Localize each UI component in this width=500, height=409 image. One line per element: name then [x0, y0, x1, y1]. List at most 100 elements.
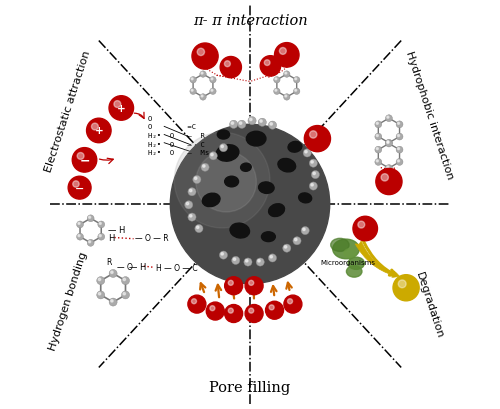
Circle shape	[196, 152, 256, 212]
Circle shape	[78, 223, 80, 225]
Circle shape	[376, 135, 378, 137]
Circle shape	[233, 258, 235, 261]
Circle shape	[114, 101, 121, 108]
Circle shape	[220, 57, 242, 79]
Circle shape	[248, 117, 256, 126]
Circle shape	[260, 121, 262, 123]
Circle shape	[284, 72, 290, 78]
Circle shape	[109, 270, 117, 278]
Circle shape	[270, 124, 272, 126]
Circle shape	[282, 245, 291, 253]
Ellipse shape	[288, 142, 302, 153]
Ellipse shape	[330, 239, 349, 252]
Circle shape	[311, 161, 314, 164]
Circle shape	[86, 119, 111, 144]
Circle shape	[122, 277, 130, 285]
Circle shape	[248, 281, 254, 285]
Circle shape	[274, 89, 280, 95]
Circle shape	[186, 203, 188, 205]
Text: Hydrogen bonding: Hydrogen bonding	[48, 250, 89, 351]
Circle shape	[221, 146, 224, 148]
Ellipse shape	[230, 224, 250, 238]
Circle shape	[201, 73, 203, 75]
Text: +: +	[94, 126, 103, 136]
Circle shape	[294, 239, 297, 241]
Circle shape	[210, 89, 216, 95]
Circle shape	[274, 43, 299, 68]
Circle shape	[191, 90, 193, 92]
Circle shape	[190, 89, 196, 95]
Circle shape	[376, 148, 378, 150]
Circle shape	[312, 171, 320, 179]
Circle shape	[190, 190, 192, 192]
Text: +: +	[117, 104, 126, 114]
Circle shape	[310, 131, 317, 139]
Circle shape	[224, 305, 242, 323]
Text: H — O — C: H — O — C	[156, 263, 198, 272]
Circle shape	[188, 213, 196, 222]
Circle shape	[201, 96, 203, 98]
Circle shape	[88, 241, 90, 243]
Ellipse shape	[348, 258, 364, 270]
Circle shape	[396, 134, 403, 141]
Circle shape	[123, 279, 126, 281]
Circle shape	[386, 141, 392, 148]
Circle shape	[386, 115, 392, 122]
Circle shape	[246, 260, 248, 263]
Circle shape	[275, 79, 277, 81]
Circle shape	[109, 97, 134, 121]
Circle shape	[240, 123, 242, 125]
Ellipse shape	[262, 232, 276, 242]
Text: — H: — H	[130, 262, 147, 271]
Circle shape	[274, 77, 280, 84]
Text: — O — R: — O — R	[135, 234, 168, 243]
Circle shape	[88, 217, 90, 219]
Text: π- π interaction: π- π interaction	[192, 14, 308, 28]
Circle shape	[309, 160, 318, 168]
Ellipse shape	[344, 249, 356, 258]
Text: H: H	[108, 234, 114, 243]
Circle shape	[396, 159, 403, 166]
Circle shape	[398, 148, 400, 150]
Text: −: −	[75, 183, 85, 193]
Circle shape	[284, 246, 287, 249]
Circle shape	[294, 77, 300, 84]
Circle shape	[224, 62, 230, 67]
Circle shape	[258, 119, 266, 127]
Circle shape	[209, 152, 218, 160]
Circle shape	[313, 173, 316, 175]
Circle shape	[184, 201, 193, 209]
Circle shape	[284, 94, 290, 101]
Text: O        =C: O =C	[148, 124, 196, 130]
Ellipse shape	[224, 177, 238, 187]
Circle shape	[174, 133, 270, 228]
Circle shape	[387, 142, 389, 144]
Circle shape	[224, 277, 242, 295]
Circle shape	[193, 176, 201, 184]
Circle shape	[256, 258, 264, 266]
Circle shape	[188, 188, 196, 196]
Circle shape	[87, 240, 94, 247]
Ellipse shape	[346, 266, 362, 277]
Circle shape	[398, 135, 400, 137]
Circle shape	[260, 56, 280, 77]
Circle shape	[190, 77, 196, 84]
Circle shape	[98, 234, 104, 240]
Circle shape	[238, 121, 246, 129]
Circle shape	[398, 123, 400, 125]
Circle shape	[294, 89, 300, 95]
Circle shape	[96, 291, 104, 299]
Circle shape	[76, 234, 84, 240]
Circle shape	[228, 281, 234, 285]
Text: Pore filling: Pore filling	[210, 380, 290, 394]
Circle shape	[72, 181, 79, 188]
Ellipse shape	[246, 132, 266, 146]
Circle shape	[99, 235, 102, 237]
Circle shape	[231, 123, 234, 125]
Circle shape	[302, 229, 305, 231]
Circle shape	[275, 90, 277, 92]
Circle shape	[92, 124, 98, 130]
Circle shape	[376, 169, 402, 195]
Text: Degradation: Degradation	[414, 270, 446, 339]
Circle shape	[98, 279, 100, 281]
